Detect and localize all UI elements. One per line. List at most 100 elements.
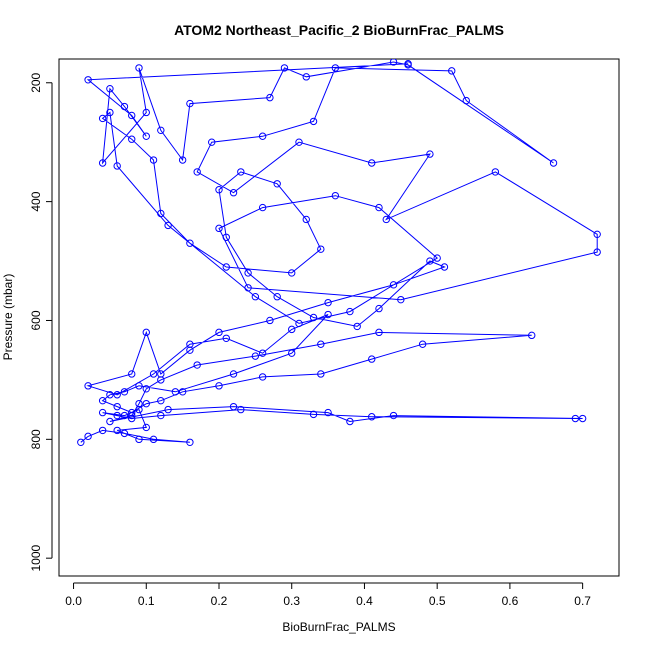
data-point xyxy=(186,239,194,247)
data-point xyxy=(266,316,274,325)
data-point xyxy=(426,257,434,265)
data-point xyxy=(404,61,412,69)
data-point xyxy=(128,135,136,143)
data-point xyxy=(98,426,107,435)
data-point xyxy=(571,414,580,423)
data-point xyxy=(186,438,194,446)
x-axis: 0.0 0.1 0.2 0.3 0.4 0.5 0.6 0.7 xyxy=(65,582,591,608)
data-point xyxy=(120,388,129,396)
y-axis: 200 400 600 800 1000 xyxy=(29,72,53,572)
data-point xyxy=(331,191,340,200)
x-tick-label: 0.6 xyxy=(502,594,519,608)
data-point xyxy=(193,361,201,369)
data-point xyxy=(98,408,107,417)
x-tick-label: 0.1 xyxy=(138,594,155,608)
data-point xyxy=(149,435,158,444)
data-point xyxy=(389,411,398,420)
data-point xyxy=(375,328,383,337)
data-point xyxy=(157,396,165,405)
data-point xyxy=(295,138,303,146)
y-axis-label: Pressure (mbar) xyxy=(1,274,15,361)
data-point xyxy=(106,391,114,399)
data-point xyxy=(258,349,267,357)
data-point xyxy=(324,408,332,417)
y-tick-label: 200 xyxy=(29,72,43,92)
x-tick-label: 0.3 xyxy=(283,594,300,608)
data-point xyxy=(120,429,129,438)
data-point xyxy=(149,370,158,378)
data-point xyxy=(237,405,245,414)
data-point xyxy=(368,159,376,167)
data-point xyxy=(302,215,310,224)
data-point xyxy=(237,168,245,176)
data-point xyxy=(389,59,398,66)
data-point xyxy=(368,413,376,421)
data-point xyxy=(368,355,376,363)
data-point xyxy=(157,126,165,135)
x-tick-label: 0.5 xyxy=(429,594,446,608)
data-point xyxy=(593,230,601,239)
data-point xyxy=(106,85,114,93)
data-point xyxy=(186,340,194,348)
data-point xyxy=(288,269,296,277)
data-point xyxy=(324,298,332,307)
data-point xyxy=(135,64,143,72)
data-point xyxy=(98,114,107,123)
data-point xyxy=(113,426,121,435)
data-point xyxy=(440,263,449,271)
plot-area xyxy=(77,59,601,446)
data-point xyxy=(244,269,252,277)
data-point xyxy=(273,180,281,188)
data-point xyxy=(288,325,296,334)
data-point xyxy=(142,385,150,393)
data-point xyxy=(215,186,223,194)
data-point xyxy=(375,203,383,212)
data-point xyxy=(142,423,150,432)
data-point xyxy=(178,156,187,164)
data-point xyxy=(84,432,92,441)
data-point xyxy=(208,138,216,146)
series-group xyxy=(77,59,601,446)
data-point xyxy=(578,414,587,423)
y-tick-label: 400 xyxy=(29,191,43,211)
data-point xyxy=(98,159,107,167)
data-point xyxy=(317,245,325,253)
data-point xyxy=(113,411,121,420)
x-tick-label: 0.0 xyxy=(65,594,82,608)
data-point xyxy=(448,67,456,75)
data-point xyxy=(113,402,121,411)
data-point xyxy=(157,411,165,420)
data-point xyxy=(164,221,172,230)
y-tick-label: 1000 xyxy=(29,545,43,572)
data-point xyxy=(142,132,150,140)
data-point xyxy=(178,388,187,396)
data-point xyxy=(222,233,230,241)
data-point xyxy=(135,382,143,390)
data-point xyxy=(135,435,143,444)
data-point xyxy=(273,293,281,301)
data-point xyxy=(142,328,150,337)
chart-title: ATOM2 Northeast_Pacific_2 BioBurnFrac_PA… xyxy=(174,22,504,38)
data-point xyxy=(258,373,267,381)
data-point xyxy=(346,417,354,426)
data-point xyxy=(215,382,223,390)
data-point xyxy=(528,331,536,340)
data-point xyxy=(120,102,129,111)
data-point xyxy=(251,293,260,301)
data-point xyxy=(426,150,434,158)
data-point xyxy=(215,224,223,233)
data-point xyxy=(84,76,92,84)
data-point xyxy=(229,189,238,197)
data-point xyxy=(324,310,332,319)
data-point xyxy=(113,162,121,170)
data-point xyxy=(309,410,318,419)
data-point xyxy=(258,132,267,140)
data-point xyxy=(229,402,238,411)
data-point xyxy=(106,108,114,117)
data-point xyxy=(113,391,121,399)
data-point xyxy=(135,405,143,414)
data-point xyxy=(215,328,223,337)
data-point xyxy=(418,340,427,348)
data-point xyxy=(157,209,165,218)
data-point xyxy=(491,168,500,176)
